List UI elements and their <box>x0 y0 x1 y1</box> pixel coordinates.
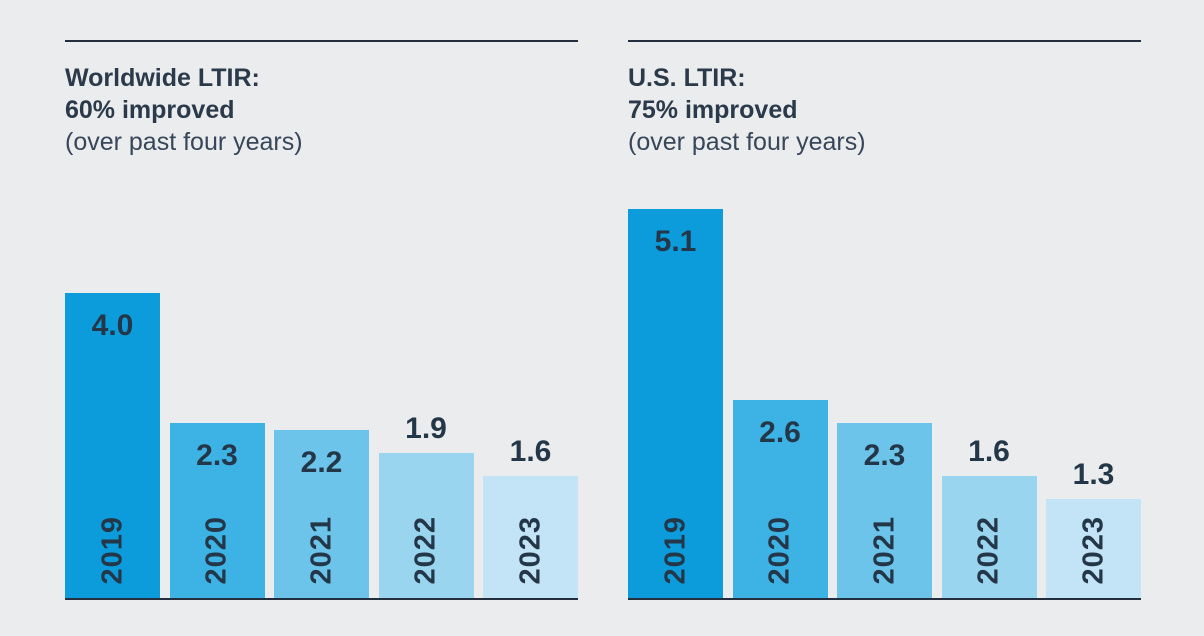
bar-2019: 5.1 2019 <box>628 209 723 598</box>
bar-value-label: 1.9 <box>405 412 447 445</box>
bar-value-label: 2.3 <box>863 439 906 472</box>
bar-2022: 1.6 2022 <box>941 435 1037 598</box>
bar-year-label: 2020 <box>763 516 796 585</box>
bar-year-label: 2019 <box>659 516 691 585</box>
chart-title-line2: 75% improved <box>628 96 798 124</box>
bar-value-label: 1.6 <box>968 435 1010 468</box>
bar-value-label: 4.0 <box>91 309 134 342</box>
chart-title-us: U.S. LTIR: 75% improved (over past four … <box>628 62 1141 158</box>
chart-title-subtitle: (over past four years) <box>628 128 866 156</box>
chart-title-line1: Worldwide LTIR: <box>65 64 260 92</box>
bar-2020: 2.3 2020 <box>169 423 265 598</box>
bar-2019: 4.0 2019 <box>65 293 160 598</box>
bar-year-label: 2022 <box>972 516 1005 585</box>
top-rule <box>65 40 578 42</box>
bar-value-label: 2.3 <box>196 439 238 472</box>
bar-year-label: 2021 <box>305 516 337 585</box>
bar-year-label: 2022 <box>409 516 442 585</box>
x-axis-line <box>628 598 1141 600</box>
bar-2021: 2.3 2021 <box>837 423 932 598</box>
bar-year-label: 2023 <box>1077 516 1109 585</box>
bar-2022: 1.9 2022 <box>378 412 474 598</box>
chart-title-line2: 60% improved <box>65 96 235 124</box>
bars-container-us: 5.1 2019 2.6 2020 2.3 2021 1.6 2022 1.3 2023 <box>628 178 1141 598</box>
chart-column-worldwide: Worldwide LTIR: 60% improved (over past … <box>65 40 578 600</box>
bar-value-label: 1.3 <box>1072 458 1115 491</box>
bar-2023: 1.3 2023 <box>1046 458 1141 598</box>
bar-value-label: 2.6 <box>759 416 801 449</box>
chart-title-worldwide: Worldwide LTIR: 60% improved (over past … <box>65 62 578 158</box>
bar-year-label: 2023 <box>514 516 546 585</box>
bar-value-label: 5.1 <box>654 225 697 258</box>
bar-value-label: 1.6 <box>509 435 552 468</box>
bar-year-label: 2020 <box>200 516 233 585</box>
bar-value-label: 2.2 <box>300 446 343 479</box>
bar-year-label: 2019 <box>96 516 128 585</box>
chart-column-us: U.S. LTIR: 75% improved (over past four … <box>628 40 1141 600</box>
chart-title-line1: U.S. LTIR: <box>628 64 746 92</box>
x-axis-line <box>65 598 578 600</box>
bars-container-worldwide: 4.0 2019 2.3 2020 2.2 2021 1.9 2022 1.6 2023 <box>65 178 578 598</box>
bar-2021: 2.2 2021 <box>274 430 369 598</box>
bar-2023: 1.6 2023 <box>483 435 578 598</box>
top-rule <box>628 40 1141 42</box>
chart-title-subtitle: (over past four years) <box>65 128 303 156</box>
bar-2020: 2.6 2020 <box>732 400 828 598</box>
bar-year-label: 2021 <box>868 516 900 585</box>
